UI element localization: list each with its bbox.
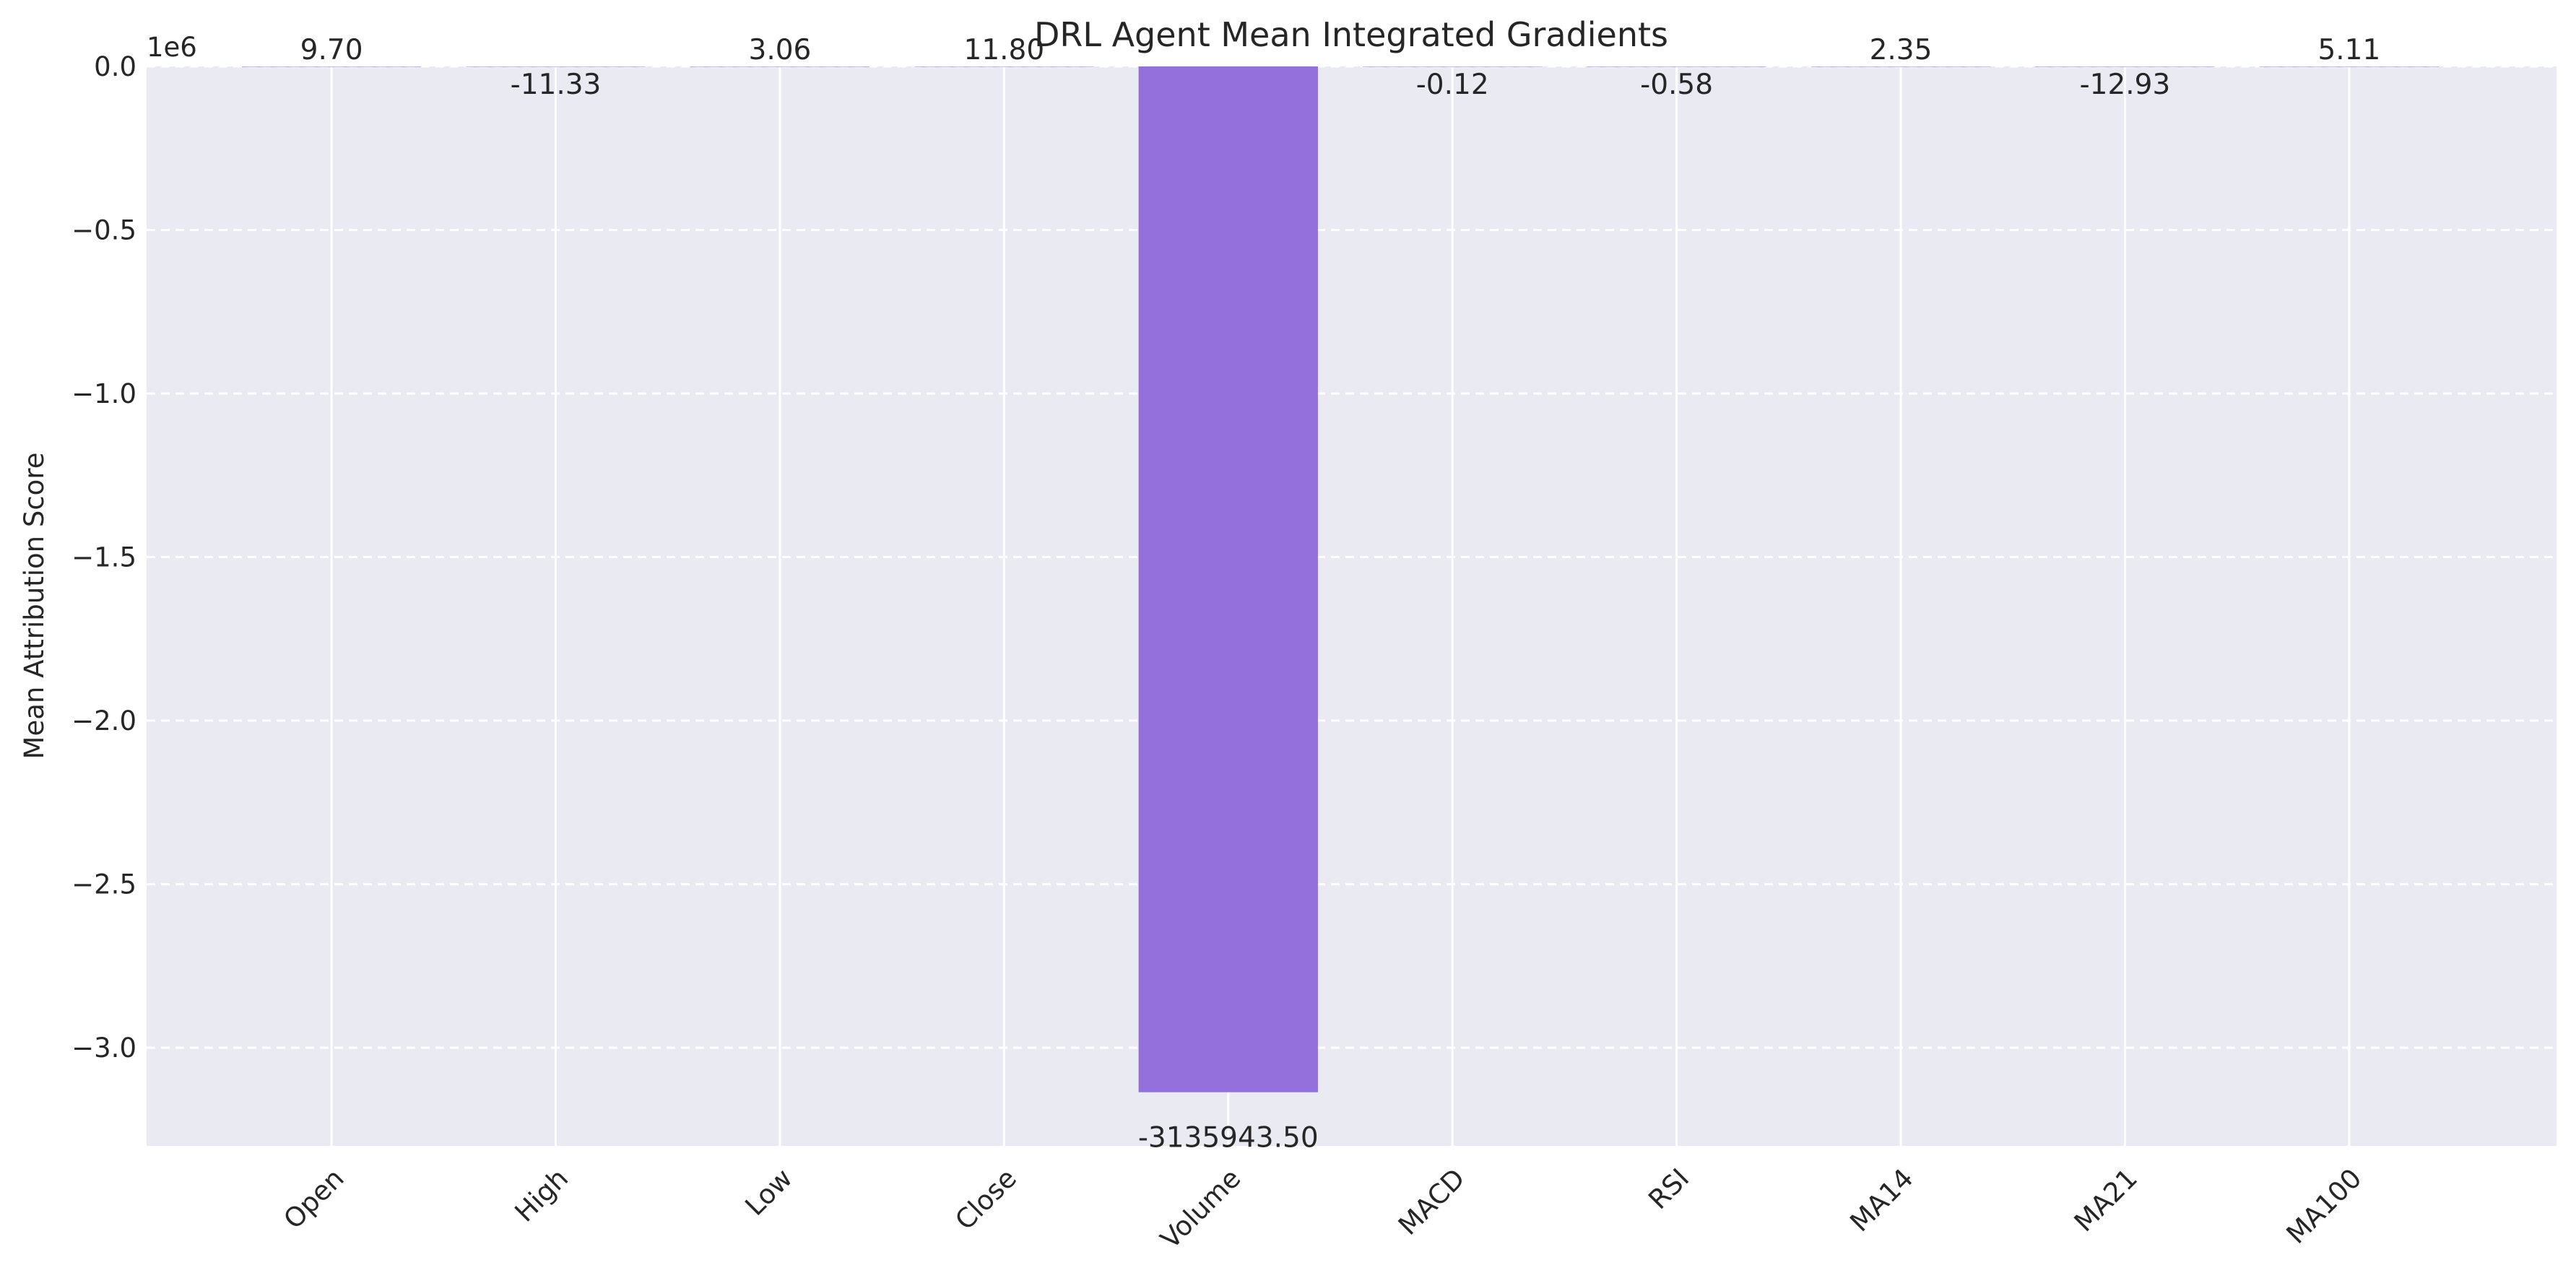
- x-tick-label-ma100: MA100: [2281, 1162, 2368, 1250]
- x-tick-label-open: Open: [277, 1162, 350, 1235]
- bars: [241, 66, 2440, 1092]
- data-label-macd: -0.12: [1416, 69, 1489, 101]
- data-label-ma14: 2.35: [1870, 34, 1933, 66]
- data-label-close: 11.80: [964, 34, 1045, 66]
- x-tick-label-close: Close: [949, 1162, 1023, 1236]
- bar-low: [690, 66, 870, 67]
- x-tick-label-low: Low: [740, 1162, 799, 1222]
- data-label-volume: -3135943.50: [1138, 1122, 1319, 1155]
- x-axis-ticks: Open High Low Close Volume MACD RSI MA14 MA21 MA1…: [277, 1162, 2367, 1255]
- bar-rsi: [1587, 66, 1766, 67]
- plot-area: [147, 66, 2557, 1146]
- y-tick-label: −2.5: [71, 869, 136, 900]
- y-tick-label: −0.5: [71, 215, 136, 246]
- bar-ma21: [2035, 66, 2215, 67]
- y-tick-label: −1.0: [71, 378, 136, 409]
- y-gridlines: [147, 65, 2557, 1049]
- data-label-low: 3.06: [749, 34, 812, 66]
- bar-macd: [1363, 66, 1543, 67]
- bar-open: [241, 66, 422, 67]
- x-tick-label-rsi: RSI: [1642, 1162, 1695, 1215]
- y-axis-label: Mean Attribution Score: [19, 453, 50, 760]
- y-axis-ticks: 0.0 −0.5 −1.0 −1.5 −2.0 −2.5 −3.0: [71, 51, 136, 1064]
- data-label-open: 9.70: [300, 34, 363, 66]
- bar-volume: [1138, 66, 1318, 1092]
- bar-close: [914, 66, 1094, 67]
- y-tick-label: −2.0: [71, 705, 136, 736]
- bar-high: [466, 66, 646, 67]
- data-label-ma100: 5.11: [2317, 34, 2380, 66]
- chart-title: DRL Agent Mean Integrated Gradients: [1034, 15, 1668, 54]
- x-tick-label-ma21: MA21: [2068, 1162, 2143, 1238]
- data-label-ma21: -12.93: [2080, 69, 2171, 101]
- x-tick-label-macd: MACD: [1392, 1162, 1471, 1241]
- data-label-high: -11.33: [511, 69, 602, 101]
- y-axis-offset-label: 1e6: [147, 32, 197, 63]
- bar-ma100: [2259, 66, 2440, 67]
- data-label-rsi: -0.58: [1640, 69, 1713, 101]
- x-tick-label-volume: Volume: [1155, 1162, 1247, 1255]
- bar-ma14: [1810, 66, 1991, 67]
- x-tick-label-high: High: [509, 1162, 575, 1228]
- y-tick-label: −1.5: [71, 542, 136, 573]
- y-tick-label: −3.0: [71, 1033, 136, 1064]
- y-tick-label: 0.0: [94, 51, 136, 82]
- x-tick-label-ma14: MA14: [1844, 1162, 1919, 1238]
- data-labels: 9.70 -11.33 3.06 11.80 -3135943.50 -0.12 -0.58…: [300, 34, 2381, 1155]
